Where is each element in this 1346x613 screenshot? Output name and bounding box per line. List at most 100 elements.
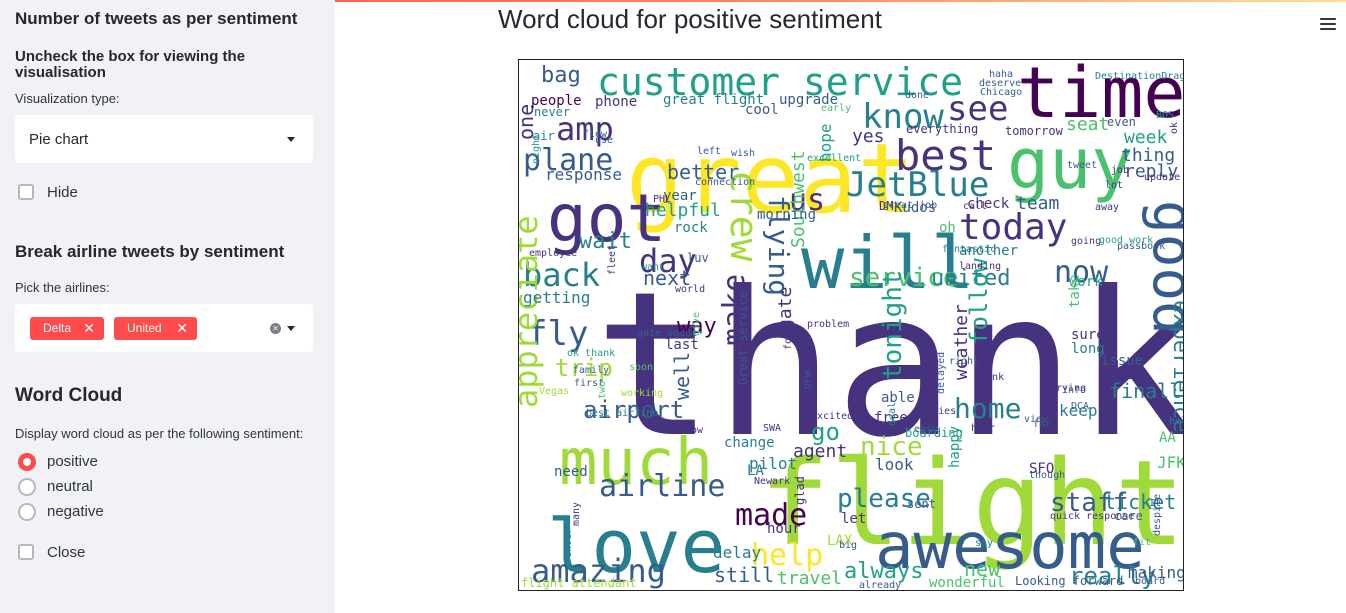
word-cloud-image: thank flight great time will guy got love awesom…: [518, 59, 1184, 591]
hide-label[interactable]: Hide: [47, 184, 78, 201]
page-title: Word cloud for positive sentiment: [498, 4, 882, 34]
word-cloud-word: know: [862, 97, 944, 137]
radio-positive[interactable]: [18, 453, 36, 471]
word-cloud-word: let: [841, 511, 866, 527]
word-cloud-word: done: [905, 90, 929, 101]
word-cloud-word: crew: [722, 170, 766, 262]
word-cloud-word: made: [735, 498, 807, 533]
word-cloud-word: DFW: [803, 370, 814, 389]
word-cloud-word: better: [667, 160, 739, 184]
word-cloud-word: back: [523, 256, 600, 294]
chevron-down-icon[interactable]: [287, 326, 295, 331]
word-cloud-word: best airline: [586, 408, 658, 419]
word-cloud-word: follow: [965, 258, 993, 345]
word-cloud-word: away: [1095, 202, 1119, 213]
word-cloud-word: tonight: [878, 270, 908, 380]
word-cloud-word: happy: [947, 426, 963, 468]
word-cloud-word: fleet: [607, 245, 618, 275]
visualization-type-label: Visualization type:: [15, 91, 120, 106]
word-cloud-word: ok: [1169, 122, 1180, 134]
word-cloud-word: problem: [807, 319, 849, 330]
close-icon[interactable]: ✕: [83, 320, 95, 336]
word-cloud-word: Vegas: [539, 386, 569, 397]
radio-positive-label[interactable]: positive: [47, 453, 98, 470]
word-cloud-word: DM: [879, 199, 893, 213]
word-cloud-word: Great service: [736, 291, 750, 385]
word-cloud-word: luv: [687, 251, 709, 265]
word-cloud-word: give: [691, 312, 702, 336]
radio-negative[interactable]: [18, 503, 36, 521]
word-cloud-word: airline: [599, 469, 725, 504]
word-cloud-word: love: [547, 504, 725, 590]
word-cloud-word: always: [844, 559, 923, 584]
word-cloud-word: JetBlue: [846, 165, 989, 205]
hamburger-menu-icon[interactable]: [1320, 18, 1336, 32]
sidebar: Number of tweets as per sentiment Unchec…: [0, 0, 335, 613]
word-cloud-word: fit: [1133, 537, 1151, 548]
word-cloud-word: amp: [556, 110, 614, 148]
word-cloud-word: PHL: [653, 194, 671, 205]
radio-neutral-label[interactable]: neutral: [47, 478, 93, 495]
word-cloud-word: pilot: [749, 454, 797, 473]
word-cloud-word: now: [1054, 255, 1109, 290]
word-cloud-word: many: [571, 502, 582, 526]
radio-negative-label[interactable]: negative: [47, 503, 104, 520]
word-cloud-word: haha: [989, 69, 1013, 80]
word-cloud-word: cool: [745, 102, 779, 118]
airlines-multiselect[interactable]: Delta ✕ United ✕ ✕: [15, 304, 313, 352]
word-cloud-word: thing: [1121, 145, 1175, 166]
word-cloud-word: best: [895, 131, 996, 180]
word-cloud-word: Thx: [1099, 357, 1142, 385]
word-cloud-word: going: [1071, 236, 1101, 247]
word-cloud-word: first: [574, 378, 604, 389]
word-cloud-word: staff: [1050, 488, 1128, 518]
word-cloud-heading: Word Cloud: [15, 385, 123, 406]
word-cloud-word: left: [697, 146, 721, 157]
word-cloud-word: found: [783, 320, 794, 350]
word-cloud-word: trying: [1050, 383, 1086, 394]
word-cloud-word: upgrade: [779, 92, 838, 108]
word-cloud-word: see: [947, 89, 1008, 129]
word-cloud-word: getting: [523, 288, 590, 307]
word-cloud-word: day: [639, 242, 697, 280]
word-cloud-word: today: [959, 207, 1067, 248]
word-cloud-word: everything: [906, 122, 978, 136]
word-cloud-word: DCA: [1071, 401, 1089, 412]
visualization-type-select[interactable]: Pie chart: [15, 115, 313, 163]
word-cloud-word: last: [665, 337, 699, 353]
word-cloud-word: fantastic: [942, 244, 996, 255]
word-cloud-word: excellent: [807, 153, 861, 164]
word-cloud-word: early: [821, 103, 851, 114]
top-accent-bar: [0, 0, 1346, 2]
word-cloud-word: seat: [1066, 114, 1109, 135]
clear-all-icon[interactable]: ✕: [270, 323, 281, 334]
word-cloud-word: ticket: [1104, 490, 1176, 514]
word-cloud-word: even: [1107, 115, 1136, 129]
close-icon[interactable]: ✕: [176, 320, 188, 336]
word-cloud-word: customer service: [597, 60, 963, 104]
word-cloud-word: DestinationDragons: [1095, 71, 1184, 82]
radio-neutral[interactable]: [18, 478, 36, 496]
word-cloud-word: new: [964, 557, 1001, 581]
close-checkbox[interactable]: [18, 544, 34, 560]
word-cloud-word: glad: [793, 476, 807, 505]
word-cloud-word: hear: [971, 423, 995, 434]
word-cloud-word: flew: [583, 129, 608, 140]
word-cloud-word: despite: [1152, 494, 1163, 536]
word-cloud-word: go: [811, 418, 840, 446]
word-cloud-word: service: [849, 263, 959, 293]
word-cloud-word: us: [789, 183, 825, 218]
word-cloud-word: BOS: [1156, 110, 1174, 121]
word-cloud-word: team: [1016, 193, 1059, 214]
word-cloud-word: long: [1071, 341, 1105, 357]
word-cloud-word: It: [1149, 498, 1161, 509]
word-cloud-word: two: [597, 381, 608, 399]
word-cloud-word: appreciate: [519, 215, 545, 408]
word-cloud-word: right: [949, 356, 979, 367]
hide-checkbox[interactable]: [18, 184, 34, 200]
word-cloud-word: week: [1124, 127, 1168, 148]
word-cloud-word: wonderful: [929, 575, 1005, 591]
word-cloud-word: helping: [1169, 416, 1184, 427]
close-label[interactable]: Close: [47, 544, 86, 561]
word-cloud-word: info: [1062, 385, 1086, 396]
